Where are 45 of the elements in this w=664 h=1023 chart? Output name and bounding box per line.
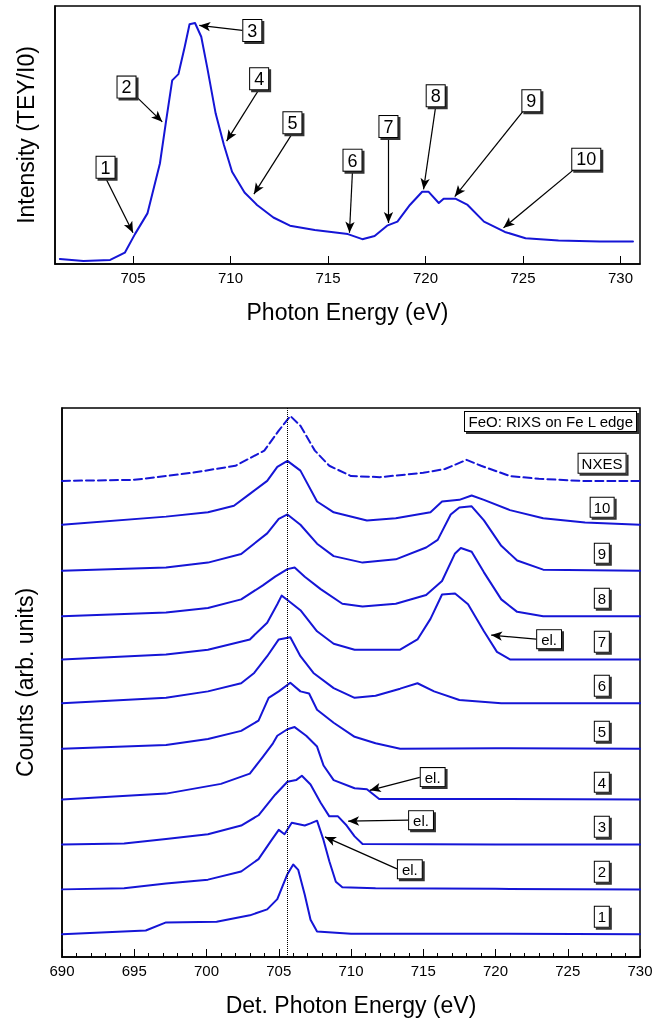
annotation: el. (401, 860, 418, 878)
annotation: 4 (254, 69, 265, 90)
x-axis-title: Photon Energy (eV) (246, 298, 449, 325)
x-tick-label: 720 (412, 269, 439, 286)
annotation: 6 (347, 150, 358, 171)
annotation: 10 (576, 149, 597, 170)
series-label: 4 (593, 771, 611, 793)
x-tick-label: 700 (193, 962, 220, 979)
annotation: 9 (526, 90, 537, 111)
series-label: 7 (593, 631, 611, 653)
series-label: 5 (593, 720, 611, 742)
annotation: 3 (247, 20, 258, 41)
x-tick-label: 705 (266, 962, 292, 979)
series-label: 3 (593, 816, 611, 838)
x-tick-label: 720 (482, 962, 509, 979)
x-tick-label: 695 (121, 962, 147, 979)
series-label: 2 (593, 861, 611, 883)
annotation: FeO: RIXS on Fe L edge (464, 411, 637, 433)
x-tick-label: 715 (410, 962, 436, 979)
annotation: 7 (383, 117, 394, 138)
annotation: el. (413, 811, 429, 829)
series-label: NXES (577, 452, 627, 474)
x-tick-label: 730 (607, 269, 634, 286)
annotation: 5 (287, 113, 298, 134)
series-label: 1 (593, 906, 611, 928)
annotation: el. (424, 768, 441, 786)
series-label: 9 (593, 542, 611, 564)
series-label: 8 (593, 587, 611, 610)
annotation: el. (541, 630, 557, 648)
x-tick-label: 730 (627, 962, 653, 979)
y-axis-title: Intensity (TEY/I0) (12, 46, 39, 224)
annotation: 2 (121, 77, 132, 98)
x-tick-label: 725 (555, 962, 581, 979)
annotation: 1 (100, 157, 111, 178)
series-label: 10 (589, 496, 615, 518)
x-tick-label: 725 (510, 269, 536, 286)
y-axis-title: Counts (arb. units) (11, 587, 38, 778)
x-tick-label: 710 (217, 269, 244, 286)
x-tick-label: 710 (338, 962, 364, 979)
x-tick-label: 705 (120, 269, 146, 286)
x-axis-title: Det. Photon Energy (eV) (225, 991, 477, 1018)
annotation: 8 (430, 86, 441, 107)
series-label: 6 (593, 675, 611, 697)
x-tick-label: 690 (49, 962, 75, 979)
x-tick-label: 715 (315, 269, 341, 286)
